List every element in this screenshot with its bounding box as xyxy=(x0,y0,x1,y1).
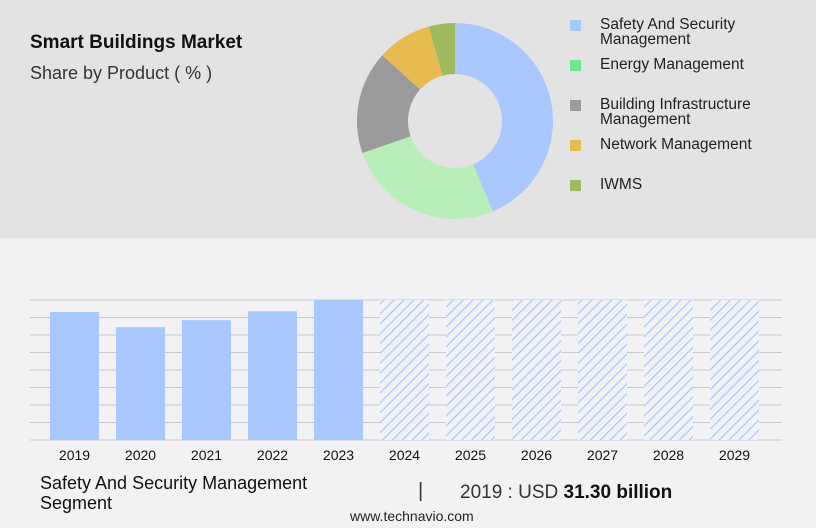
x-tick-label: 2020 xyxy=(125,447,156,463)
donut-chart xyxy=(356,23,554,220)
legend-label: Safety And Security Management xyxy=(600,16,736,48)
segment-label: Safety And Security Management Segment xyxy=(40,473,308,513)
legend-swatch xyxy=(570,60,581,71)
x-tick-label: 2021 xyxy=(191,447,222,463)
donut-slice xyxy=(356,55,421,154)
x-tick-label: 2027 xyxy=(587,447,618,463)
forecast-bar-2026 xyxy=(512,300,561,440)
x-tick-label: 2026 xyxy=(521,447,552,463)
donut-slice xyxy=(428,23,455,76)
forecast-bar-2029 xyxy=(710,300,759,440)
x-tick-label: 2024 xyxy=(389,447,420,463)
forecast-bar-2024 xyxy=(380,300,429,440)
donut-slice xyxy=(455,23,554,212)
segment-value: 2019 : USD 31.30 billion xyxy=(460,482,672,504)
bar-2021 xyxy=(182,320,231,440)
legend-label: Building Infrastructure Management xyxy=(600,96,751,128)
bar-2023 xyxy=(314,300,363,440)
legend-label: IWMS xyxy=(600,176,643,193)
legend-swatch xyxy=(570,180,581,191)
donut-slice xyxy=(382,26,443,90)
value-prefix: 2019 : USD xyxy=(460,482,559,503)
x-tick-label: 2025 xyxy=(455,447,486,463)
x-tick-label: 2019 xyxy=(59,447,90,463)
forecast-bar-2025 xyxy=(446,300,495,440)
bar-2019 xyxy=(50,312,99,440)
x-tick-label: 2029 xyxy=(719,447,750,463)
legend-swatch xyxy=(570,140,581,151)
chart-title: Smart Buildings Market xyxy=(30,32,243,53)
x-tick-label: 2023 xyxy=(323,447,354,463)
x-tick-label: 2028 xyxy=(653,447,684,463)
forecast-bar-2028 xyxy=(644,300,693,440)
chart-subtitle: Share by Product ( % ) xyxy=(30,63,213,83)
legend-swatch xyxy=(570,100,581,111)
donut-slice xyxy=(362,136,493,220)
legend-label: Network Management xyxy=(600,136,752,153)
legend-swatch xyxy=(570,20,581,31)
x-tick-label: 2022 xyxy=(257,447,288,463)
website-link[interactable]: www.technavio.com xyxy=(350,508,474,524)
separator: | xyxy=(418,480,424,502)
forecast-bar-2027 xyxy=(578,300,627,440)
bar-chart: 2019 2020 2021 2022 2023 2024 2025 2026 2027 2028… xyxy=(30,299,782,463)
value-amount: 31.30 billion xyxy=(563,482,673,503)
bar-2022 xyxy=(248,311,297,440)
legend: Safety And Security Management Energy Man… xyxy=(570,14,816,214)
bar-2020 xyxy=(116,327,165,440)
legend-label: Energy Management xyxy=(600,56,744,73)
